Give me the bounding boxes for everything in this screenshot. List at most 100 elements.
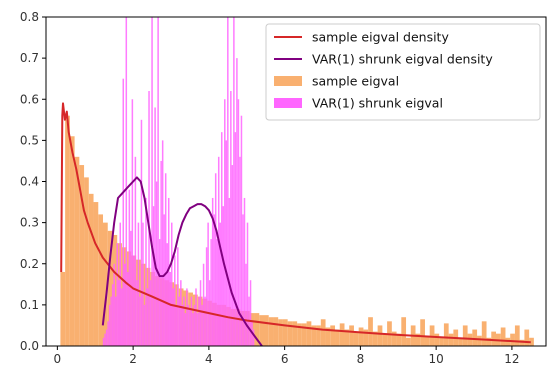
shrunk-eigval-bar xyxy=(124,263,126,346)
shrunk-eigval-bar xyxy=(164,173,167,346)
y-tick-label: 0.5 xyxy=(20,133,39,147)
shrunk-eigval-bar xyxy=(154,107,156,346)
shrunk-eigval-bar xyxy=(236,58,238,346)
x-tick-label: 10 xyxy=(429,352,444,366)
sample-eigval-bar xyxy=(311,325,317,346)
shrunk-eigval-bar xyxy=(146,288,149,346)
sample-eigval-bar xyxy=(316,325,321,346)
sample-eigval-bar xyxy=(60,271,66,346)
shrunk-eigval-bar xyxy=(180,280,182,346)
shrunk-eigval-bar xyxy=(184,313,187,346)
sample-eigval-bar xyxy=(330,325,336,346)
sample-eigval-bar xyxy=(74,156,80,346)
sample-eigval-bar xyxy=(254,313,260,346)
sample-eigval-bar xyxy=(363,329,369,346)
sample-eigval-bar xyxy=(424,335,430,346)
y-tick-label: 0.0 xyxy=(20,339,39,353)
sample-eigval-bar xyxy=(282,319,288,346)
sample-eigval-bar xyxy=(519,339,525,346)
shrunk-eigval-bar xyxy=(213,214,215,346)
shrunk-eigval-bar xyxy=(113,263,115,346)
sample-eigval-bar xyxy=(320,319,326,346)
shrunk-eigval-bar xyxy=(140,119,143,346)
shrunk-eigval-bar xyxy=(125,17,128,346)
shrunk-eigval-bar xyxy=(221,132,223,346)
sample-eigval-bar xyxy=(382,333,388,346)
shrunk-eigval-bar xyxy=(155,181,158,346)
shrunk-density-line xyxy=(101,176,263,346)
shrunk-eigval-bar xyxy=(228,197,231,346)
shrunk-eigval-bar xyxy=(239,156,241,346)
y-tick-label: 0.1 xyxy=(20,298,39,312)
shrunk-eigval-bar xyxy=(152,206,155,346)
sample-eigval-bar xyxy=(349,325,354,346)
shrunk-eigval-bar xyxy=(139,296,141,346)
shrunk-eigval-bar xyxy=(128,189,131,346)
shrunk-eigval-bar xyxy=(105,329,108,346)
shrunk-eigval-bar xyxy=(202,263,205,346)
sample-eigval-bar xyxy=(491,331,496,346)
shrunk-eigval-bar xyxy=(102,337,105,346)
sample-eigval-bar xyxy=(406,337,411,346)
y-tick-label: 0.7 xyxy=(20,51,39,65)
sample-eigval-bar xyxy=(529,337,534,346)
shrunk-eigval-bar xyxy=(245,263,247,346)
legend-patch-swatch xyxy=(274,76,302,86)
shrunk-eigval-bar xyxy=(131,99,134,346)
sample-eigval-bar xyxy=(401,317,407,346)
sample-eigval-bar xyxy=(500,327,506,346)
sample-eigval-bar xyxy=(462,325,468,346)
shrunk-eigval-bar xyxy=(151,17,153,346)
legend-label: sample eigval xyxy=(312,74,399,89)
y-tick-label: 0.6 xyxy=(20,92,39,106)
shrunk-eigval-bar xyxy=(142,222,144,346)
shrunk-eigval-bar xyxy=(234,132,237,346)
sample-eigval-bar xyxy=(339,323,345,346)
sample-density-line xyxy=(60,102,531,344)
shrunk-eigval-bar xyxy=(116,243,118,346)
sample-eigval-bar xyxy=(420,319,425,346)
shrunk-eigval-bar xyxy=(111,284,114,346)
sample-eigval-bar xyxy=(103,222,108,346)
shrunk-eigval-bar xyxy=(130,230,132,346)
x-tick-label: 2 xyxy=(129,352,137,366)
shrunk-eigval-bar xyxy=(246,222,249,346)
sample-eigval-bar xyxy=(268,317,274,346)
x-tick-label: 12 xyxy=(504,352,519,366)
shrunk-eigval-bar xyxy=(237,99,240,346)
shrunk-eigval-bar xyxy=(160,160,162,346)
sample-eigval-bar xyxy=(107,230,113,346)
sample-eigval-bar xyxy=(505,337,511,346)
shrunk-eigval-bar xyxy=(161,140,164,346)
shrunk-eigval-bar xyxy=(233,17,235,346)
hist-1 xyxy=(102,17,255,346)
shrunk-eigval-bar xyxy=(137,222,140,346)
shrunk-eigval-bar xyxy=(231,165,234,346)
axes: 0 2 4 6 8 10 12 0.0 0.1 0.2 0.3 0.4 0.5 0.6 0.7 0.8 xyxy=(20,10,547,366)
sample-eigval-bar xyxy=(65,115,70,346)
shrunk-eigval-bar xyxy=(158,239,161,346)
sample-eigval-bar xyxy=(88,193,94,346)
sample-eigval-bar xyxy=(429,325,435,346)
shrunk-eigval-bar xyxy=(133,255,135,346)
y-tick-label: 0.3 xyxy=(20,216,39,230)
sample-eigval-bar xyxy=(372,331,378,346)
y-tick-label: 0.8 xyxy=(20,10,39,24)
shrunk-eigval-bar xyxy=(171,222,173,346)
sample-eigval-bar xyxy=(263,315,269,346)
shrunk-eigval-bar xyxy=(249,280,252,346)
shrunk-eigval-bar xyxy=(163,214,165,346)
x-tick-label: 8 xyxy=(357,352,365,366)
sample-eigval-bar xyxy=(297,323,302,346)
shrunk-eigval-bar xyxy=(119,222,121,346)
sample-eigval-bar xyxy=(84,177,89,346)
shrunk-eigval-bar xyxy=(145,197,147,346)
sample-eigval-bar xyxy=(448,333,454,346)
sample-eigval-bar xyxy=(259,315,264,346)
sample-eigval-bar xyxy=(524,329,530,346)
sample-eigval-bar xyxy=(472,329,478,346)
shrunk-eigval-bar xyxy=(134,156,137,346)
shrunk-eigval-bar xyxy=(224,99,226,346)
sample-eigval-bar xyxy=(396,333,402,346)
shrunk-eigval-bar xyxy=(167,197,170,346)
